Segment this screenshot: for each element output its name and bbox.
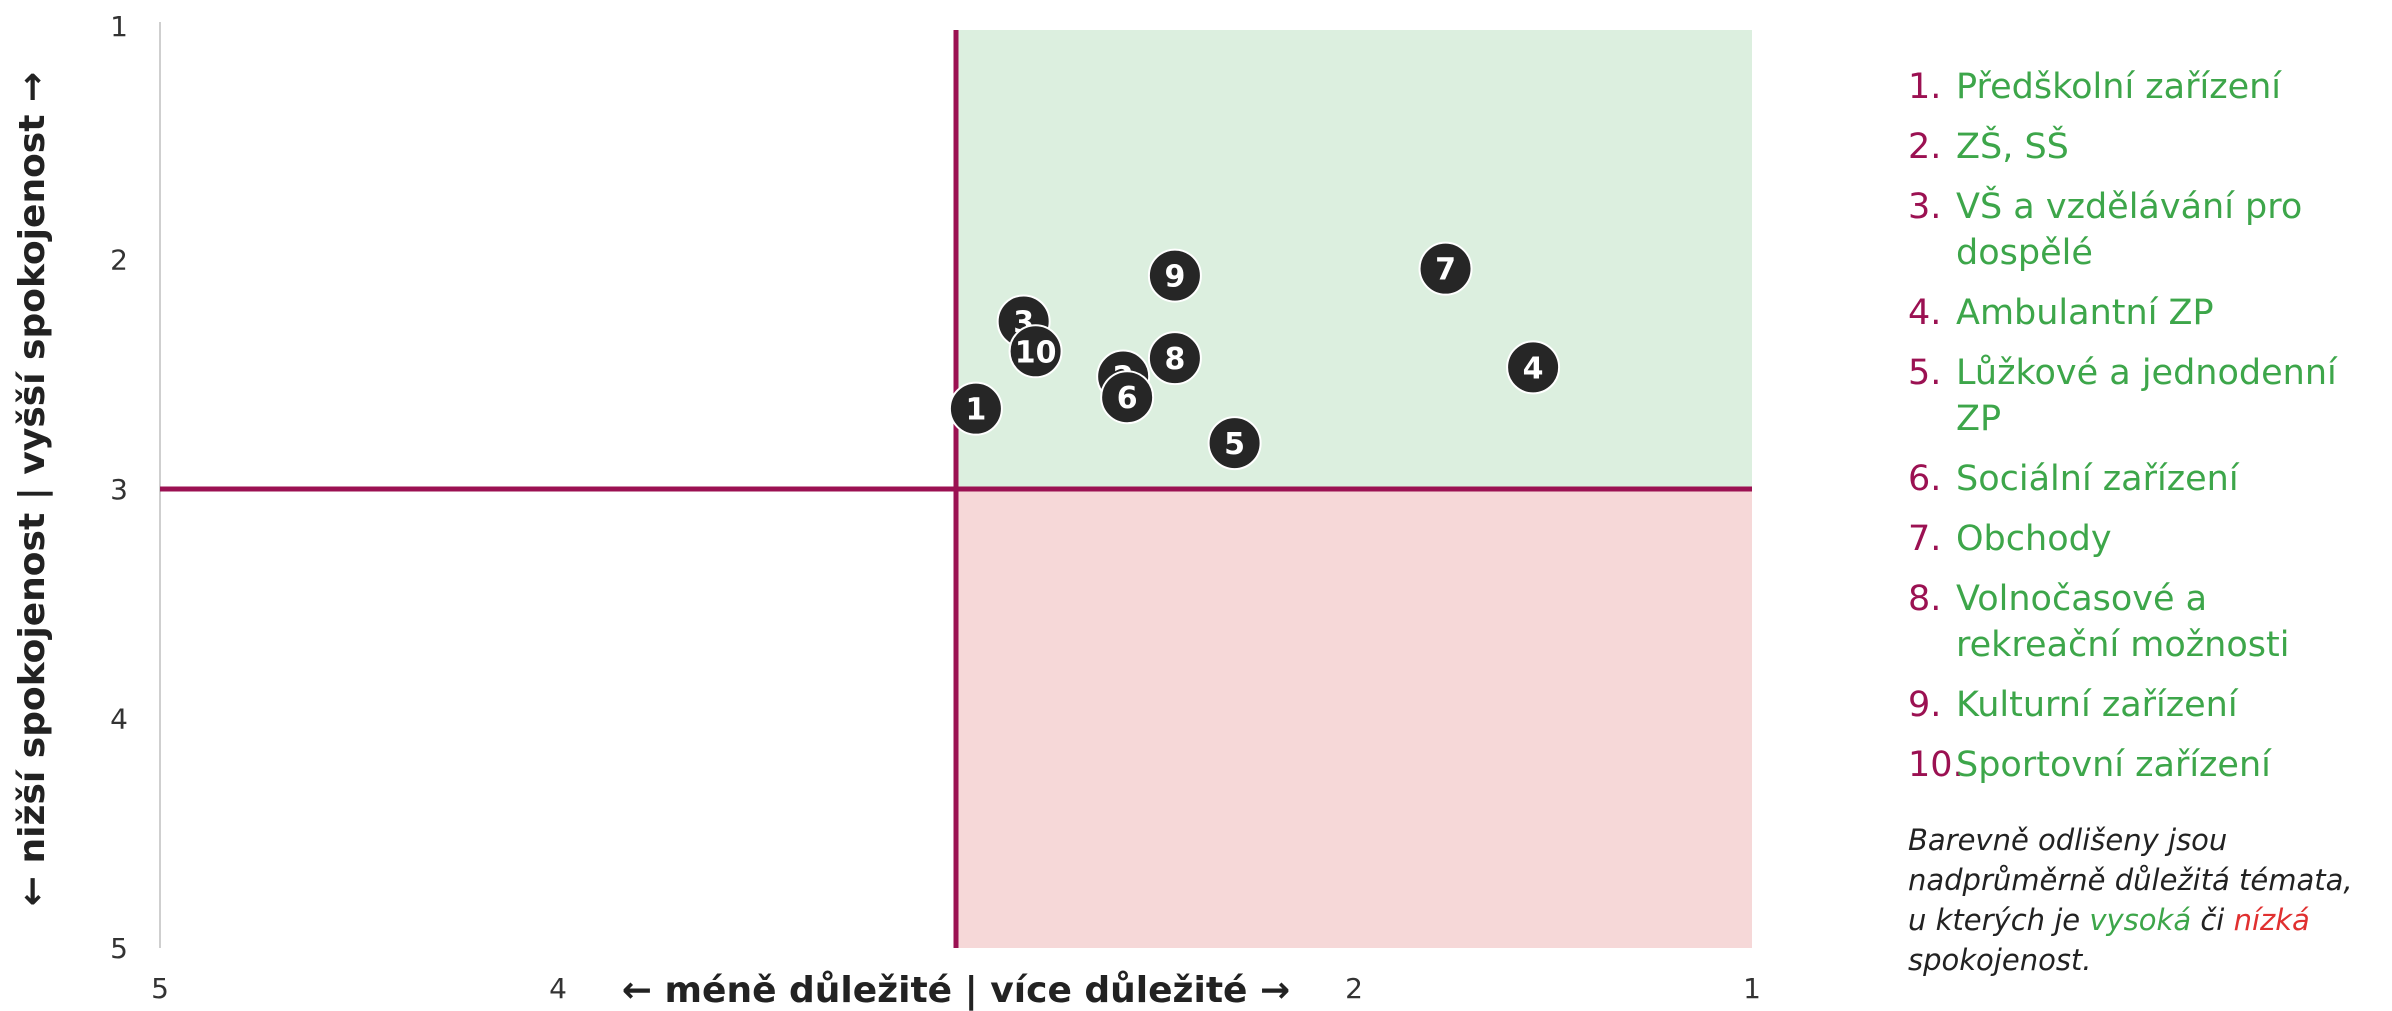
- y-axis-ticks: 1 2 3 4 5: [110, 10, 128, 965]
- data-point: 1: [948, 381, 1003, 436]
- scatter-chart: 5 4 2 1 1 2 3 4 5 ← méně důležité | více důleži…: [12, 10, 1761, 1011]
- data-point: 8: [1147, 331, 1202, 386]
- note-high: vysoká: [2089, 903, 2192, 937]
- note-text-3: spokojenost.: [1908, 943, 2092, 977]
- legend-item-number: 8.: [1908, 579, 1942, 619]
- legend-item-label: Volnočasové a rekreační možnosti: [1956, 579, 2290, 665]
- x-axis-ticks: 5 4 2 1: [151, 972, 1761, 1005]
- legend-item-number: 2.: [1908, 127, 1942, 167]
- legend-item: 5. Lůžkové a jednodenní ZP: [1908, 350, 2378, 442]
- legend-item-label: VŠ a vzdělávání pro dospělé: [1956, 187, 2303, 273]
- y-tick-label: 3: [110, 473, 128, 506]
- legend-item-number: 1.: [1908, 67, 1942, 107]
- x-axis-title: ← méně důležité | více důležité →: [622, 970, 1290, 1011]
- data-point: 10: [1008, 324, 1063, 379]
- legend-item-number: 6.: [1908, 459, 1942, 499]
- legend-item: 7. Obchody: [1908, 516, 2378, 562]
- note-text-2: či: [2191, 903, 2234, 937]
- note-low: nízká: [2233, 903, 2310, 937]
- x-tick-label: 1: [1743, 972, 1761, 1005]
- legend-item: 6. Sociální zařízení: [1908, 456, 2378, 502]
- data-point: 6: [1100, 370, 1155, 425]
- legend-item-number: 10.: [1908, 745, 1964, 785]
- legend-item-number: 9.: [1908, 685, 1942, 725]
- y-tick-label: 1: [110, 10, 128, 43]
- data-point-marker: [1147, 331, 1202, 386]
- legend-item-label: Obchody: [1956, 519, 2112, 559]
- data-point-marker: [1147, 248, 1202, 303]
- x-tick-label: 4: [549, 972, 567, 1005]
- data-point-label: 6: [1117, 381, 1138, 416]
- data-point-label: 9: [1164, 260, 1185, 295]
- legend-item-label: Sportovní zařízení: [1956, 745, 2271, 785]
- legend: 1. Předškolní zařízení 2. ZŠ, SŠ 3. VŠ a vzdě…: [1908, 64, 2378, 802]
- data-point: 9: [1147, 248, 1202, 303]
- data-point-label: 8: [1164, 342, 1185, 377]
- note-text-1: Barevně odlišeny jsou nadprůměrně důleži…: [1908, 823, 2353, 937]
- high-satisfaction-quadrant: [956, 30, 1752, 489]
- data-points: 12345678910: [948, 241, 1561, 471]
- data-point-marker: [1207, 416, 1262, 471]
- y-tick-label: 5: [110, 932, 128, 965]
- data-point-label: 7: [1435, 253, 1456, 288]
- data-point-label: 5: [1224, 427, 1245, 462]
- data-point-label: 10: [1015, 335, 1057, 370]
- legend-item-label: Ambulantní ZP: [1956, 293, 2214, 333]
- data-point-marker: [948, 381, 1003, 436]
- color-note: Barevně odlišeny jsou nadprůměrně důleži…: [1908, 820, 2378, 980]
- data-point-marker: [1418, 241, 1473, 296]
- data-point-marker: [1008, 324, 1063, 379]
- legend-item-label: ZŠ, SŠ: [1956, 127, 2069, 167]
- data-point-marker: [1506, 340, 1561, 395]
- legend-item-number: 7.: [1908, 519, 1942, 559]
- y-tick-label: 2: [110, 244, 128, 277]
- legend-item-label: Lůžkové a jednodenní ZP: [1956, 353, 2337, 439]
- legend-item-number: 3.: [1908, 187, 1942, 227]
- legend-item-label: Sociální zařízení: [1956, 459, 2239, 499]
- legend-item: 4. Ambulantní ZP: [1908, 290, 2378, 336]
- legend-item: 8. Volnočasové a rekreační možnosti: [1908, 576, 2378, 668]
- x-tick-label: 5: [151, 972, 169, 1005]
- legend-item: 2. ZŠ, SŠ: [1908, 124, 2378, 170]
- legend-item: 9. Kulturní zařízení: [1908, 682, 2378, 728]
- data-point: 5: [1207, 416, 1262, 471]
- x-tick-label: 2: [1345, 972, 1363, 1005]
- y-tick-label: 4: [110, 703, 128, 736]
- data-point-marker: [1100, 370, 1155, 425]
- legend-item-number: 5.: [1908, 353, 1942, 393]
- legend-item-label: Kulturní zařízení: [1956, 685, 2238, 725]
- data-point-label: 1: [965, 393, 986, 428]
- legend-item-number: 4.: [1908, 293, 1942, 333]
- data-point: 7: [1418, 241, 1473, 296]
- legend-item: 10. Sportovní zařízení: [1908, 742, 2378, 788]
- legend-item: 3. VŠ a vzdělávání pro dospělé: [1908, 184, 2378, 276]
- data-point-label: 4: [1523, 351, 1544, 386]
- data-point: 4: [1506, 340, 1561, 395]
- legend-item: 1. Předškolní zařízení: [1908, 64, 2378, 110]
- legend-item-label: Předškolní zařízení: [1956, 67, 2282, 107]
- low-satisfaction-quadrant: [956, 489, 1752, 948]
- y-axis-title: ← nižší spokojenost | vyšší spokojenost …: [12, 72, 53, 906]
